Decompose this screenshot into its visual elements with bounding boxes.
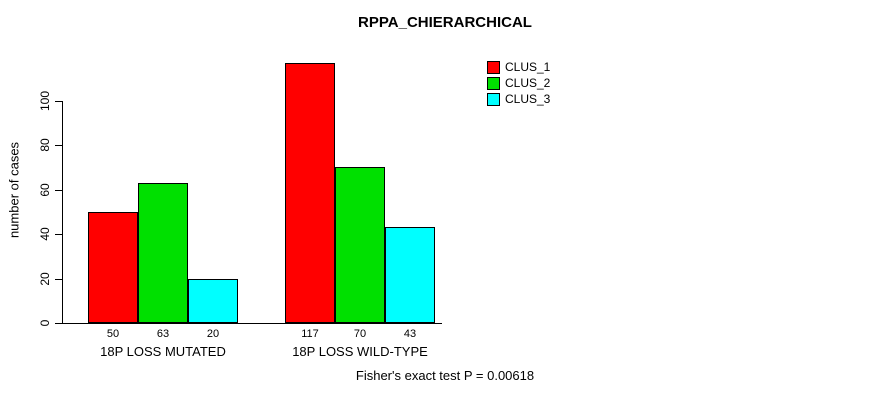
bar-value-label: 50: [106, 328, 120, 340]
bar-clus_2-group2: [335, 167, 385, 323]
y-tick-label: 0: [38, 319, 52, 327]
legend-label: CLUS_1: [505, 60, 551, 74]
legend-item-clus_3: CLUS_3: [487, 92, 550, 106]
y-tick-mark: [55, 234, 62, 235]
y-tick-label: 60: [38, 182, 52, 197]
legend: CLUS_1 CLUS_2 CLUS_3: [487, 60, 550, 108]
bar-value-label: 43: [403, 328, 417, 340]
y-tick-label: 100: [38, 90, 52, 111]
legend-item-clus_1: CLUS_1: [487, 60, 550, 74]
bar-value-label: 63: [156, 328, 170, 340]
y-tick-mark: [55, 100, 62, 102]
y-tick-mark: [55, 323, 62, 324]
category-label: 18P LOSS WILD-TYPE: [292, 344, 428, 359]
footer-stat-text: Fisher's exact test P = 0.00618: [355, 368, 535, 383]
bar-clus_1-group1: [88, 211, 138, 323]
legend-item-clus_2: CLUS_2: [487, 76, 550, 90]
y-tick-label: 80: [38, 138, 52, 152]
bar-clus_1-group2: [285, 62, 335, 323]
legend-label: CLUS_2: [505, 76, 551, 90]
y-tick-mark: [55, 189, 62, 191]
chart-title: RPPA_CHIERARCHICAL: [358, 14, 532, 31]
legend-swatch-clus_3: [487, 92, 500, 106]
y-tick-mark: [55, 278, 62, 280]
legend-swatch-clus_1: [487, 60, 500, 74]
bar-value-label: 117: [301, 328, 319, 340]
y-axis-label: number of cases: [6, 141, 22, 239]
legend-swatch-clus_2: [487, 76, 500, 90]
y-tick-label: 40: [38, 227, 52, 241]
bar-clus_3-group1: [188, 278, 238, 323]
bar-clus_3-group2: [385, 227, 435, 323]
legend-label: CLUS_3: [505, 92, 551, 106]
bar-value-label: 20: [206, 328, 220, 340]
bar-clus_2-group1: [138, 182, 188, 323]
y-axis-line: [62, 100, 63, 324]
y-tick-mark: [55, 145, 62, 146]
y-tick-label: 20: [38, 271, 52, 286]
bar-value-label: 70: [353, 328, 367, 340]
x-baseline: [62, 323, 442, 324]
category-label: 18P LOSS MUTATED: [100, 344, 226, 359]
